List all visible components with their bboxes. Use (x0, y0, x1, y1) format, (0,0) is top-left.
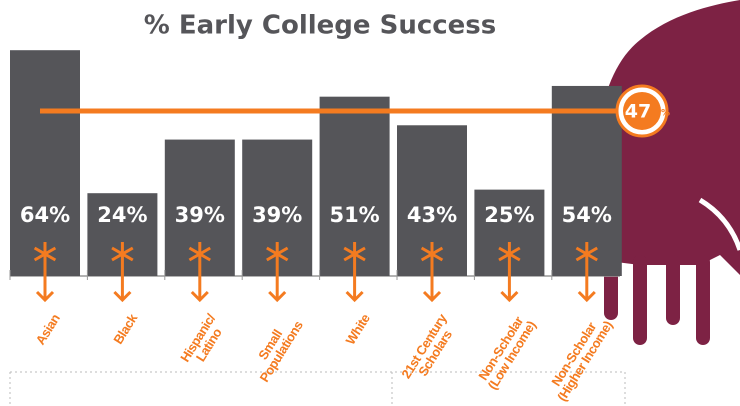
asterisk-stroke (33, 246, 57, 262)
marker-icon (188, 242, 211, 303)
value-label: 39% (252, 203, 302, 227)
asterisk-stroke (188, 246, 211, 262)
value-label: 43% (407, 203, 457, 227)
marker-icon (266, 242, 289, 303)
arrow-head (35, 290, 55, 303)
value-label: 64% (20, 203, 70, 227)
marker-icon (498, 242, 521, 303)
asterisk-stroke (111, 246, 134, 262)
average-badge-inner (623, 91, 661, 130)
value-label: 54% (562, 203, 612, 227)
value-label: 51% (329, 203, 379, 227)
arrow-head (268, 290, 287, 303)
asterisk-stroke (343, 246, 366, 262)
bar (10, 50, 80, 277)
arrow-head (422, 290, 442, 303)
value-label: 24% (97, 203, 147, 227)
asterisk-stroke (498, 246, 521, 262)
arrow-head (500, 290, 519, 303)
marker-icon (575, 242, 598, 303)
value-label: 25% (484, 203, 534, 227)
bracket (9, 371, 626, 406)
average-label: 47 (625, 100, 651, 122)
asterisk-stroke (266, 246, 289, 262)
arrow-head (577, 290, 596, 303)
asterisk-stroke (420, 246, 444, 262)
marker-icon (343, 242, 366, 303)
average-unit: % (661, 108, 670, 118)
chart-title: % Early College Success (144, 11, 497, 41)
marker-icon (33, 242, 57, 303)
arrow-head (113, 290, 132, 303)
arrow-head (190, 290, 209, 303)
marker-icon (420, 242, 444, 303)
asterisk-stroke (575, 246, 598, 262)
arrow-head (345, 290, 364, 303)
value-label: 39% (175, 203, 225, 227)
marker-icon (111, 242, 134, 303)
